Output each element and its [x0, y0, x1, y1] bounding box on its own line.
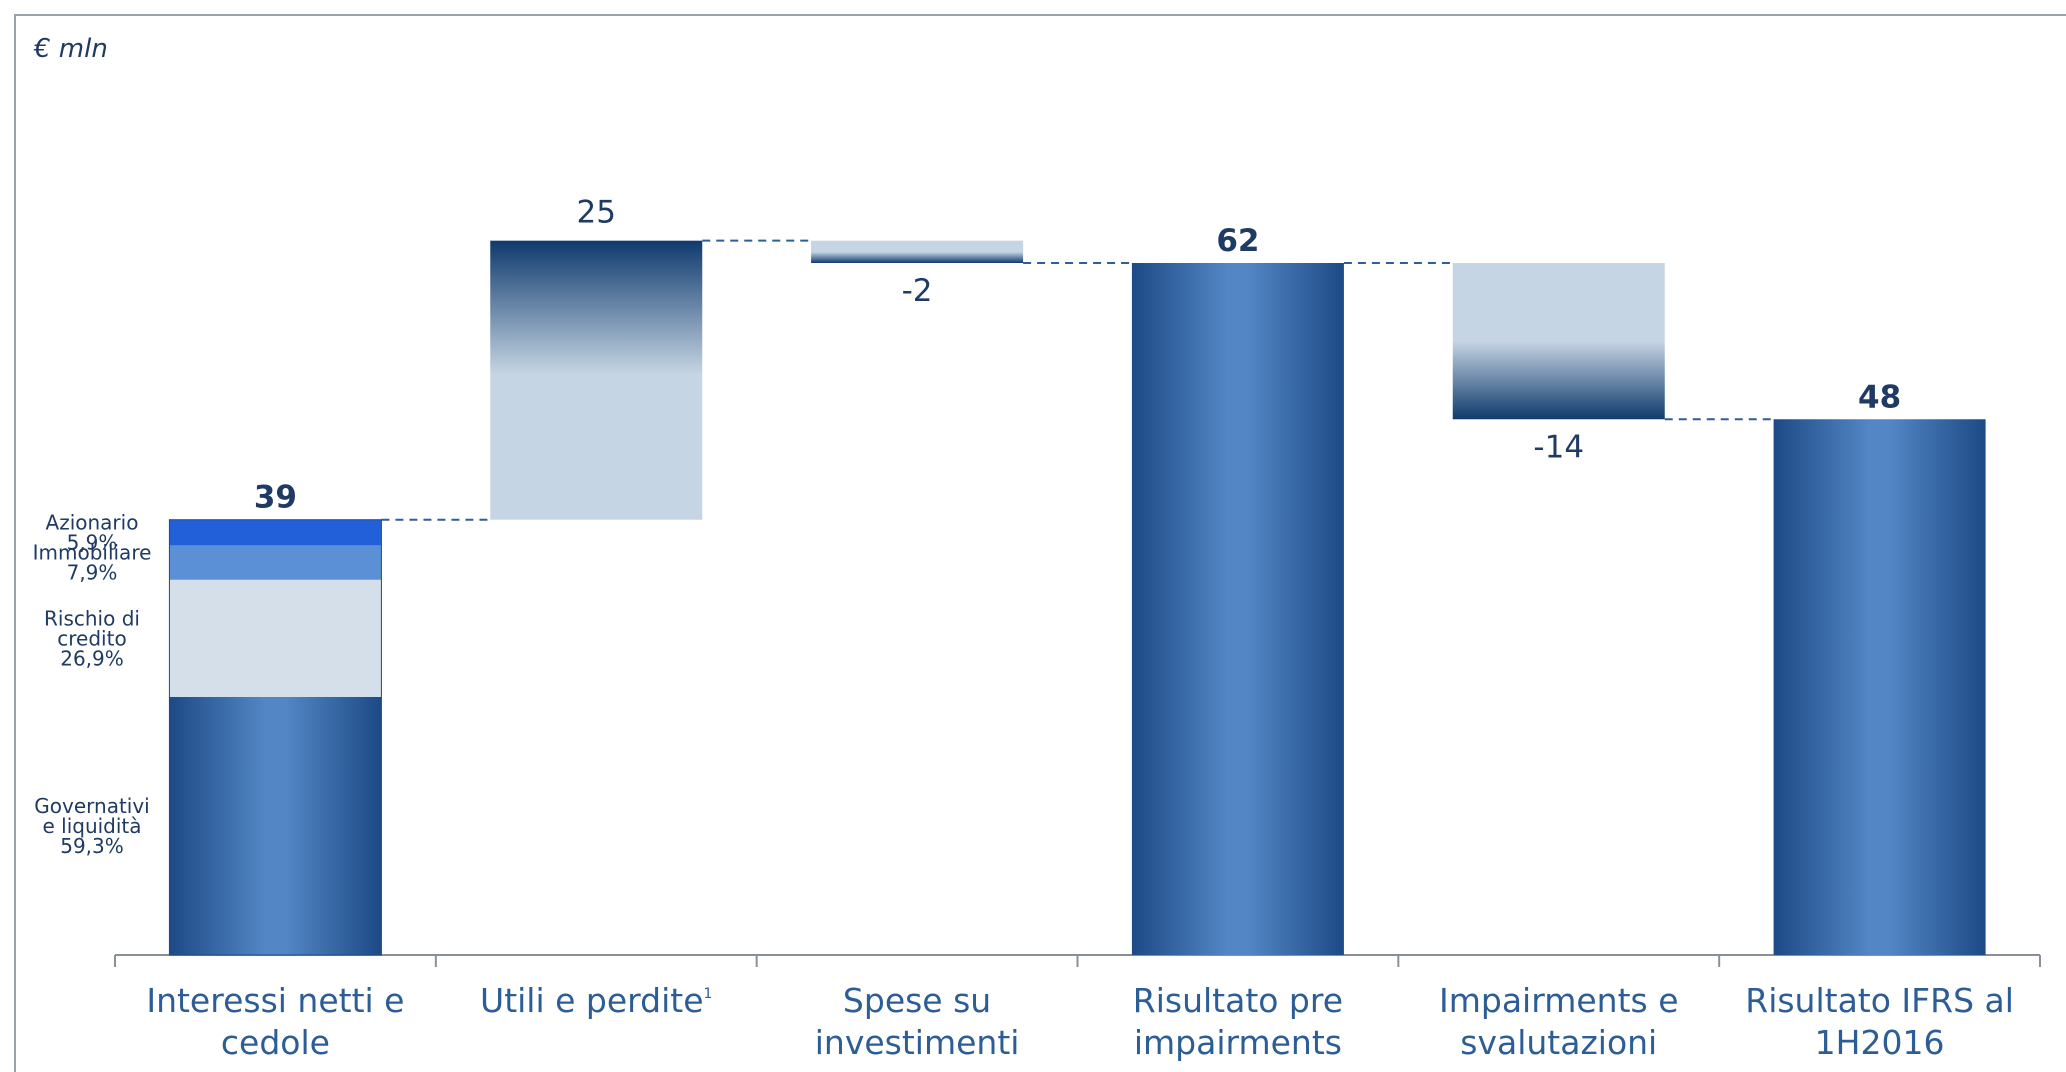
- breakdown-segment: [169, 579, 382, 697]
- breakdown-label: Rischio di: [44, 606, 140, 630]
- breakdown-label: e liquidità: [42, 814, 141, 838]
- bar-outline: [168, 519, 382, 956]
- breakdown-label: Immobiliare: [33, 541, 152, 565]
- category-label: 1H2016: [1815, 1023, 1945, 1062]
- category-label: Risultato IFRS al: [1745, 981, 2014, 1020]
- breakdown-segment: [169, 545, 382, 580]
- breakdown-label: Governativi: [34, 794, 149, 818]
- bar: [1131, 263, 1344, 955]
- category-label: Utili e perdite1: [480, 981, 712, 1020]
- bar: [1773, 419, 1986, 955]
- category-label: Interessi netti e: [146, 981, 404, 1020]
- value-label: 62: [1216, 223, 1259, 259]
- category-label: impairments: [1134, 1023, 1342, 1062]
- breakdown-pct-label: 26,9%: [60, 646, 124, 670]
- category-label: svalutazioni: [1460, 1023, 1657, 1062]
- breakdown-segment: [169, 519, 382, 546]
- breakdown-label: Azionario: [46, 511, 139, 535]
- footnote-marker: 1: [704, 986, 713, 1002]
- bar: [490, 240, 703, 520]
- value-label: 48: [1858, 379, 1901, 415]
- value-label: -14: [1533, 429, 1584, 465]
- category-label: Risultato pre: [1133, 981, 1343, 1020]
- chart-frame: [14, 14, 2066, 1072]
- breakdown-pct-label: 5,9%: [67, 531, 118, 555]
- value-label: 39: [254, 480, 297, 516]
- value-label: 25: [577, 195, 616, 231]
- bar: [1452, 263, 1665, 420]
- unit-label: € mln: [34, 34, 108, 64]
- category-label: cedole: [221, 1023, 330, 1062]
- breakdown-label: credito: [57, 626, 126, 650]
- value-label: -2: [902, 273, 933, 309]
- bar: [811, 240, 1024, 263]
- breakdown-pct-label: 59,3%: [60, 834, 124, 858]
- breakdown-pct-label: 7,9%: [67, 561, 118, 585]
- category-label: Spese su: [843, 981, 991, 1020]
- breakdown-segment: [169, 696, 382, 955]
- category-label: Impairments e: [1439, 981, 1679, 1020]
- category-label: investimenti: [815, 1023, 1020, 1062]
